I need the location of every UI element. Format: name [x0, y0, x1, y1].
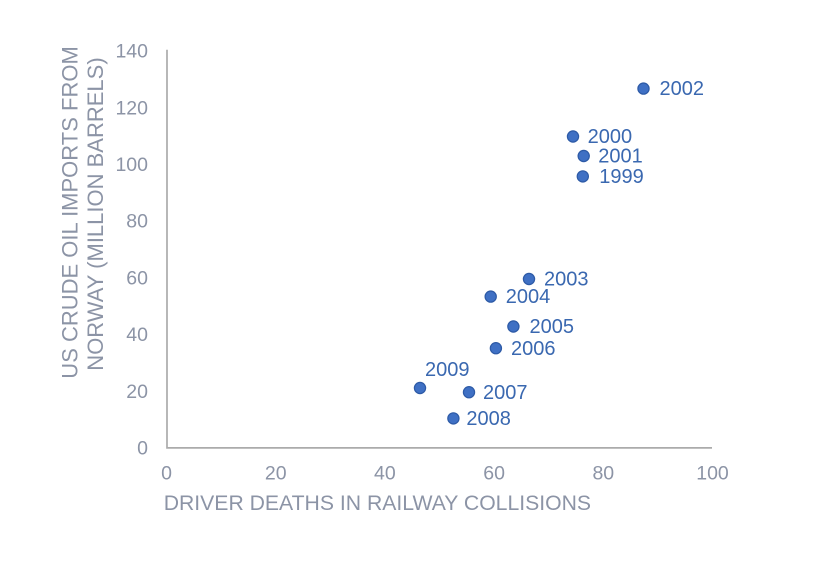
svg-text:20: 20 [265, 463, 287, 485]
svg-text:20: 20 [126, 381, 148, 403]
svg-text:2006: 2006 [511, 338, 556, 360]
svg-text:NORWAY (MILLION BARRELS): NORWAY (MILLION BARRELS) [83, 57, 108, 370]
svg-text:2002: 2002 [660, 78, 705, 100]
svg-text:2009: 2009 [425, 359, 470, 381]
svg-text:1999: 1999 [599, 166, 644, 188]
svg-text:2004: 2004 [506, 286, 551, 308]
svg-text:100: 100 [115, 154, 148, 176]
svg-text:80: 80 [126, 211, 148, 233]
svg-text:80: 80 [592, 463, 614, 485]
svg-text:2003: 2003 [544, 269, 589, 291]
svg-text:US CRUDE OIL IMPORTS FROM: US CRUDE OIL IMPORTS FROM [58, 46, 83, 378]
svg-text:2008: 2008 [466, 408, 511, 430]
svg-text:120: 120 [115, 97, 148, 119]
svg-text:60: 60 [483, 463, 505, 485]
svg-text:2001: 2001 [598, 146, 643, 168]
svg-text:140: 140 [115, 41, 148, 63]
svg-text:DRIVER DEATHS IN RAILWAY COLLI: DRIVER DEATHS IN RAILWAY COLLISIONS [164, 492, 591, 515]
svg-text:40: 40 [126, 324, 148, 346]
svg-text:2007: 2007 [483, 382, 528, 404]
svg-text:40: 40 [374, 463, 396, 485]
svg-text:60: 60 [126, 267, 148, 289]
svg-text:2000: 2000 [588, 126, 633, 148]
svg-text:100: 100 [696, 463, 729, 485]
svg-text:2005: 2005 [530, 316, 575, 338]
svg-text:0: 0 [137, 438, 148, 460]
svg-text:0: 0 [161, 463, 172, 485]
